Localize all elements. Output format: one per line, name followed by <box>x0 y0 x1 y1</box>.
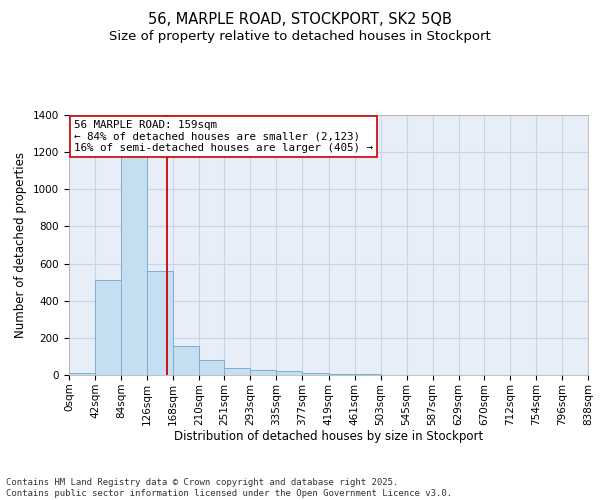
Bar <box>329 374 355 375</box>
Text: 56, MARPLE ROAD, STOCKPORT, SK2 5QB: 56, MARPLE ROAD, STOCKPORT, SK2 5QB <box>148 12 452 28</box>
Bar <box>95 280 121 375</box>
Y-axis label: Number of detached properties: Number of detached properties <box>14 152 28 338</box>
Bar <box>277 372 302 375</box>
Bar <box>355 374 380 375</box>
Bar <box>224 368 250 375</box>
Text: Contains HM Land Registry data © Crown copyright and database right 2025.
Contai: Contains HM Land Registry data © Crown c… <box>6 478 452 498</box>
Bar <box>173 346 199 375</box>
Text: Size of property relative to detached houses in Stockport: Size of property relative to detached ho… <box>109 30 491 43</box>
Bar <box>250 370 277 375</box>
Bar <box>147 271 173 375</box>
Bar <box>69 373 95 375</box>
Bar <box>302 373 329 375</box>
Bar <box>199 360 224 375</box>
Bar <box>121 141 147 375</box>
Text: 56 MARPLE ROAD: 159sqm
← 84% of detached houses are smaller (2,123)
16% of semi-: 56 MARPLE ROAD: 159sqm ← 84% of detached… <box>74 120 373 153</box>
X-axis label: Distribution of detached houses by size in Stockport: Distribution of detached houses by size … <box>174 430 483 444</box>
